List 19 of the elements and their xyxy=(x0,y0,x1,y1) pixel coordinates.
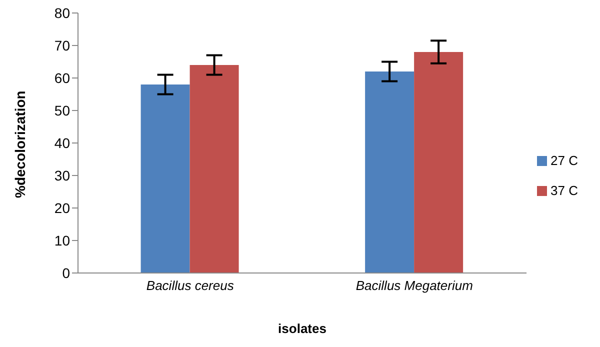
x-tick-label: Bacillus cereus xyxy=(146,278,234,294)
bar xyxy=(414,52,464,273)
x-tick-label: Bacillus Megaterium xyxy=(356,278,474,294)
y-tick-label: 70 xyxy=(54,37,70,54)
legend-label: 27 C xyxy=(550,152,578,168)
y-tick-label: 0 xyxy=(62,264,70,281)
y-tick-label: 50 xyxy=(54,102,70,118)
bar xyxy=(365,72,414,273)
bar xyxy=(140,84,190,273)
x-axis-title: isolates xyxy=(278,321,326,336)
y-tick-label: 30 xyxy=(54,167,70,184)
y-tick-label: 60 xyxy=(54,70,70,86)
y-tick-label: 10 xyxy=(54,232,70,248)
y-tick-label: 80 xyxy=(54,4,70,21)
y-tick-label: 40 xyxy=(54,134,70,151)
bar xyxy=(190,65,239,273)
y-axis-title: %decolorization xyxy=(12,90,28,198)
y-tick-label: 20 xyxy=(54,200,70,216)
legend-label: 37 C xyxy=(550,182,578,198)
